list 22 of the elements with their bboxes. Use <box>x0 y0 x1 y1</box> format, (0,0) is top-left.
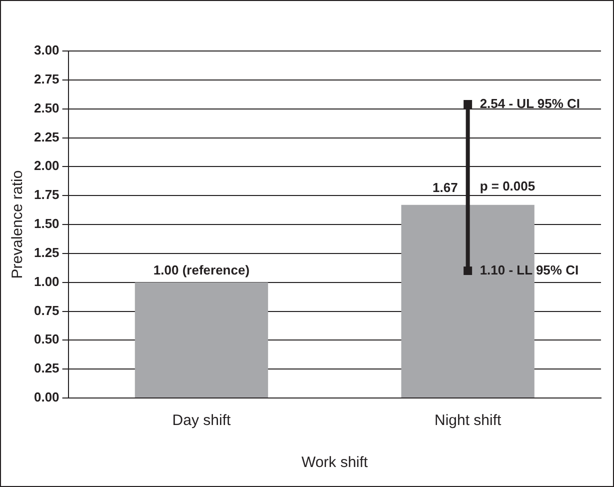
y-tick-label: 0.25 <box>34 360 60 376</box>
data-label: 1.00 (reference) <box>153 262 250 278</box>
y-tick-label: 1.25 <box>34 244 60 260</box>
y-tick-label: 1.50 <box>34 216 60 232</box>
y-tick-label: 2.50 <box>34 100 60 116</box>
y-tick-label: 0.00 <box>34 390 60 405</box>
y-tick-label: 2.75 <box>34 71 60 86</box>
data-label: 1.67 <box>432 180 458 195</box>
y-tick-label: 0.75 <box>34 302 60 318</box>
y-tick-label: 1.00 <box>34 274 60 289</box>
y-tick-label: 2.25 <box>34 129 60 144</box>
annotation: 1.10 - LL 95% CI <box>480 262 579 278</box>
y-tick-label: 1.75 <box>34 187 60 202</box>
y-axis-title: Prevalence ratio <box>9 170 26 279</box>
y-tick-label: 3.00 <box>34 42 60 58</box>
y-tick-label: 2.00 <box>34 158 60 174</box>
x-tick-label: Night shift <box>434 412 502 430</box>
x-tick-label: Day shift <box>172 412 232 430</box>
annotation: 2.54 - UL 95% CI <box>480 96 580 111</box>
y-tick-label: 0.50 <box>34 332 60 347</box>
x-axis-title: Work shift <box>301 454 369 472</box>
annotation: p = 0.005 <box>480 178 536 194</box>
